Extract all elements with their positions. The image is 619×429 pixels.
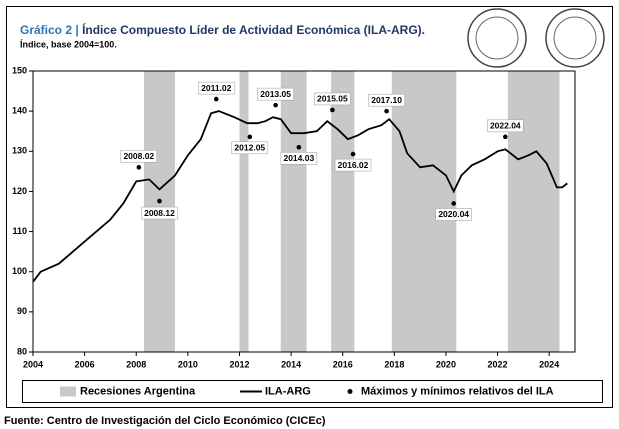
point-label: 2017.10 [371,95,402,105]
x-tick-label: 2012 [229,359,249,369]
logo [545,8,605,68]
point-label-box [368,93,405,107]
x-tick-label: 2004 [23,359,43,369]
x-tick-label: 2008 [126,359,146,369]
point-label: 2013.05 [260,89,291,99]
x-tick-label: 2014 [281,359,301,369]
point-label: 2008.02 [123,151,154,161]
logo [553,16,597,60]
legend-label: Recesiones Argentina [80,385,196,397]
point-label: 2015.05 [317,94,348,104]
chart-title: Gráfico 2 | Índice Compuesto Líder de Ac… [20,22,425,37]
point-label-box [120,150,158,163]
extreme-point [136,165,142,170]
point-label-box [257,87,294,101]
y-tick-label: 130 [12,146,27,156]
point-label: 2008.12 [144,208,175,218]
extreme-point [384,108,389,114]
x-tick-label: 2016 [333,359,353,369]
logos [467,8,605,68]
frame [6,6,613,408]
point-label-box [197,81,235,95]
x-tick-label: 2006 [75,359,95,369]
recession-band [331,71,355,352]
extreme-point [451,201,456,206]
point-label: 2014.03 [283,153,314,163]
point-label: 2012.05 [234,143,265,153]
legend-swatch [60,386,76,397]
point-label-box [487,119,524,133]
extreme-point [157,198,162,204]
y-tick-label: 140 [12,106,27,116]
logo [467,8,527,68]
title-label: Gráfico 2 | [20,23,79,37]
logo [475,16,519,60]
recession-band [280,71,307,352]
y-tick-label: 90 [17,306,27,316]
point-label-box [314,92,351,106]
point-label: 2020.04 [438,209,469,219]
extreme-point [296,144,302,150]
legend [22,380,603,403]
x-tick-label: 2022 [488,359,508,369]
point-label-box [280,152,318,165]
y-tick-label: 100 [12,266,27,276]
subtitle: Índice, base 2004=100. [20,39,117,49]
source: Fuente: Centro de Investigación del Cicl… [4,415,326,427]
extreme-point [330,107,335,113]
extreme-point [213,96,219,102]
x-tick-label: 2020 [436,359,456,369]
point-label: 2016.02 [338,160,369,170]
recession-band [239,71,249,352]
legend-label: Máximos y mínimos relativos del ILA [361,385,554,397]
recession-band [507,71,560,352]
point-label-box [435,208,472,221]
legend-swatch [347,389,353,394]
x-tick-label: 2018 [384,359,404,369]
y-tick-label: 120 [12,186,27,196]
extreme-point [503,134,508,140]
extreme-point [273,102,278,108]
x-tick-label: 2024 [539,359,559,369]
y-tick-label: 80 [17,346,27,356]
point-label: 2022.04 [490,121,521,131]
x-tick-label: 2010 [178,359,198,369]
point-label-box [141,206,178,220]
legend-label: ILA-ARG [265,385,311,397]
plot-area [32,70,576,353]
title-text: Índice Compuesto Líder de Actividad Econ… [82,22,425,37]
series-line [32,110,568,283]
y-tick-label: 110 [12,226,27,236]
extreme-point [247,134,253,140]
y-tick-label: 150 [12,65,27,75]
point-label-box [334,158,372,172]
extreme-point [350,151,356,157]
point-label-box [231,141,269,155]
point-label: 2011.02 [201,83,232,93]
